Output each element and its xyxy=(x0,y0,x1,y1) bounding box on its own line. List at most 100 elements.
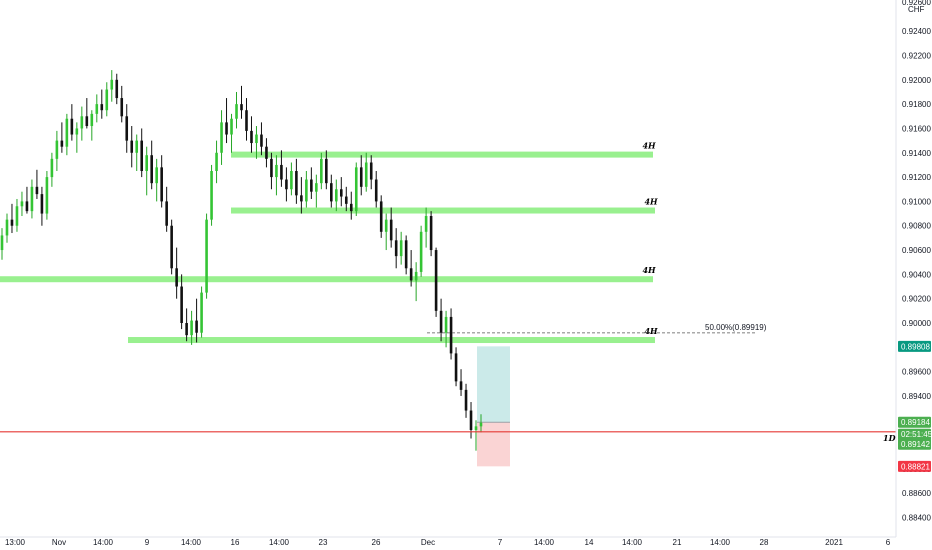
candle-body xyxy=(350,204,353,211)
candle-body xyxy=(61,141,64,147)
zone-label: 4H xyxy=(642,141,656,151)
price-tick-label: 0.90400 xyxy=(902,270,931,279)
candle-body xyxy=(475,426,478,430)
candle-body xyxy=(415,272,418,281)
candle-body xyxy=(110,80,113,90)
candle-body xyxy=(235,104,238,119)
candle-body xyxy=(165,201,168,225)
candle-body xyxy=(100,104,103,110)
candle-body xyxy=(455,353,458,381)
candle-body xyxy=(96,104,99,114)
candle-body xyxy=(56,141,59,159)
price-tick-label: 0.92000 xyxy=(902,76,931,85)
candle-body xyxy=(250,131,253,143)
candle-body xyxy=(260,135,263,147)
fib-label: 50.00%(0.89919) xyxy=(705,323,767,332)
time-tick-label: 9 xyxy=(145,538,150,547)
candle-body xyxy=(400,240,403,256)
price-tick-label: 0.91000 xyxy=(902,197,931,206)
candle-body xyxy=(275,165,278,177)
time-tick-label: 14:00 xyxy=(269,538,290,547)
candle-body xyxy=(210,171,213,220)
candle-body xyxy=(280,165,283,180)
candle-body xyxy=(195,321,198,333)
price-badge-text: 02:51:45 xyxy=(901,430,932,439)
candle-body xyxy=(410,268,413,280)
price-tick-label: 0.89600 xyxy=(902,368,931,377)
time-tick-label: 26 xyxy=(372,538,381,547)
candle-body xyxy=(440,311,443,333)
candle-body xyxy=(26,201,29,211)
candle-body xyxy=(270,159,273,177)
zone-band[interactable] xyxy=(0,276,653,282)
price-badge-text: 0.89142 xyxy=(901,440,930,449)
price-tick-label: 0.90200 xyxy=(902,295,931,304)
candle-body xyxy=(81,116,84,128)
candle-body xyxy=(255,135,258,144)
candle-body xyxy=(295,171,298,195)
price-tick-label: 0.90800 xyxy=(902,222,931,231)
candle-body xyxy=(385,220,388,232)
zone-band[interactable] xyxy=(128,337,655,343)
candle-body xyxy=(405,240,408,268)
target-zone[interactable] xyxy=(477,346,510,422)
candle-body xyxy=(460,381,463,390)
price-tick-label: 0.89400 xyxy=(902,392,931,401)
candle-body xyxy=(120,98,123,116)
stop-zone[interactable] xyxy=(477,422,510,466)
candle-body xyxy=(445,317,448,333)
price-badge-text: 0.89808 xyxy=(901,342,930,351)
candle-body xyxy=(380,201,383,231)
candle-body xyxy=(130,141,133,153)
candle-body xyxy=(315,183,318,192)
candle-body xyxy=(135,141,138,153)
candle-body xyxy=(365,163,368,187)
price-tick-label: 0.92400 xyxy=(902,27,931,36)
candle-body xyxy=(91,114,94,126)
candle-body xyxy=(305,180,308,202)
time-tick-label: 16 xyxy=(231,538,240,547)
time-tick-label: 14:00 xyxy=(710,538,731,547)
candle-body xyxy=(450,317,453,353)
candle-body xyxy=(310,180,313,192)
time-tick-label: 14:00 xyxy=(622,538,643,547)
candle-body xyxy=(16,206,19,225)
zone-label: 4H xyxy=(644,326,658,336)
price-tick-label: 0.91800 xyxy=(902,100,931,109)
candle-body xyxy=(225,122,228,134)
candle-body xyxy=(145,155,148,171)
time-tick-label: Nov xyxy=(52,538,66,547)
candle-body xyxy=(160,167,163,201)
candle-body xyxy=(240,104,243,110)
candle-body xyxy=(345,197,348,204)
candle-body xyxy=(265,147,268,159)
candle-body xyxy=(220,122,223,152)
candle-body xyxy=(320,159,323,183)
price-tick-label: 0.92200 xyxy=(902,52,931,61)
candle-body xyxy=(325,159,328,183)
candle-body xyxy=(395,240,398,256)
candle-body xyxy=(420,232,423,272)
zone-band[interactable] xyxy=(231,208,655,214)
candle-body xyxy=(31,187,34,211)
zone-band[interactable] xyxy=(231,152,653,158)
candle-body xyxy=(11,220,14,226)
candle-body xyxy=(205,220,208,293)
candle-body xyxy=(180,287,183,323)
time-tick-label: 14:00 xyxy=(181,538,202,547)
currency-label: CHF xyxy=(908,5,925,14)
candle-body xyxy=(370,163,373,180)
candle-body xyxy=(170,226,173,269)
price-tick-label: 0.91600 xyxy=(902,124,931,133)
candle-body xyxy=(76,128,79,134)
time-tick-label: Dec xyxy=(421,538,435,547)
candle-body xyxy=(300,195,303,201)
candle-body xyxy=(425,216,428,232)
candle-body xyxy=(140,141,143,171)
time-tick-label: 7 xyxy=(498,538,503,547)
candle-body xyxy=(66,119,69,147)
zone-label: 4H xyxy=(642,265,656,275)
long-position-tool[interactable] xyxy=(477,346,510,466)
